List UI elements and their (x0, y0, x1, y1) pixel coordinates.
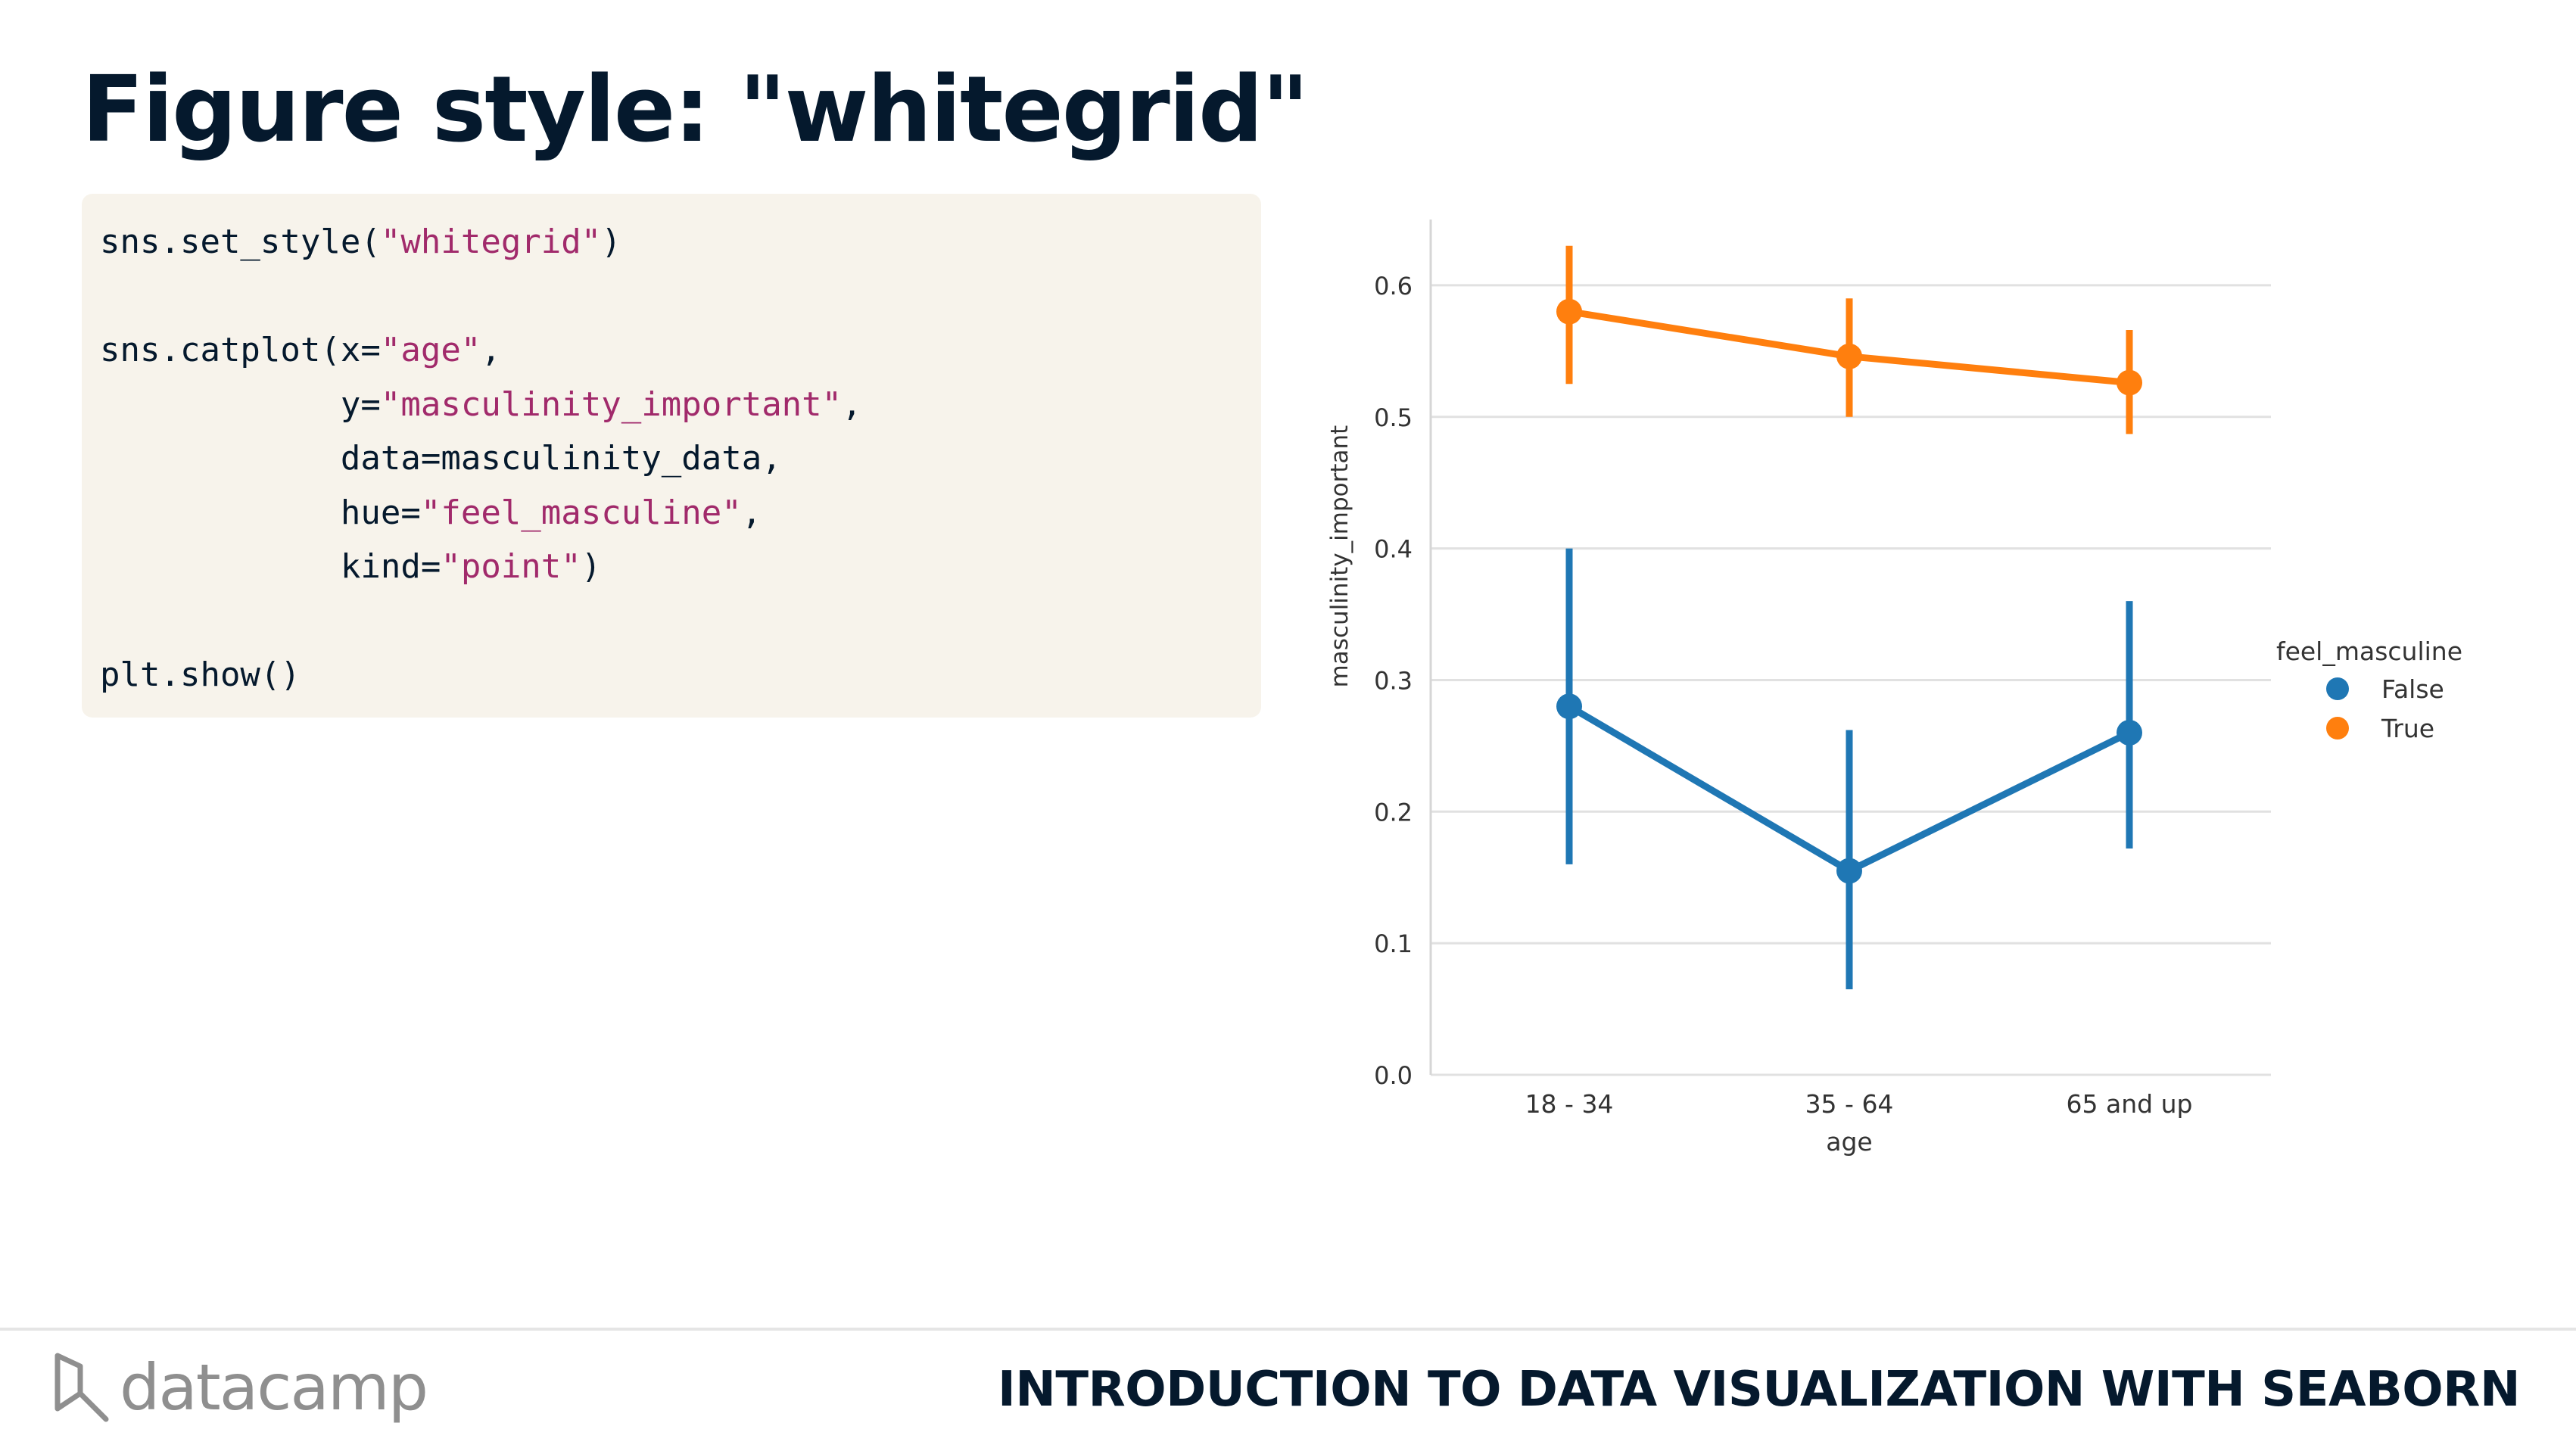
code-line (100, 269, 1243, 324)
code-string-token: "feel_masculine" (420, 493, 742, 532)
code-token: , (842, 385, 862, 424)
code-token: y= (100, 385, 381, 424)
code-token: ) (601, 223, 621, 261)
data-point (2117, 720, 2142, 746)
y-tick-label: 0.2 (1374, 798, 1413, 827)
chart-svg: 0.0 0.1 0.2 0.3 0.4 0.5 0.6 18 - 34 35 - 64 65 an… (1326, 220, 2462, 1157)
y-tick-label: 0.4 (1374, 535, 1413, 564)
y-tick-label: 0.6 (1374, 272, 1413, 300)
code-token: sns.set_style( (100, 223, 381, 261)
data-point (2117, 369, 2142, 396)
x-tick-label: 35 - 64 (1805, 1089, 1894, 1119)
legend-marker-false (2326, 677, 2349, 700)
x-tick-label: 65 and up (2067, 1089, 2193, 1119)
code-token: sns.catplot(x= (100, 331, 381, 369)
code-token: , (481, 331, 501, 369)
code-line: sns.catplot(x="age", (100, 323, 1243, 378)
data-point (1836, 343, 1862, 369)
code-token: kind= (100, 547, 441, 586)
datacamp-logo: datacamp (51, 1346, 428, 1429)
legend-title: feel_masculine (2276, 637, 2462, 666)
code-token: hue= (100, 493, 421, 532)
code-token: plt.show() (100, 655, 301, 694)
code-line: data=masculinity_data, (100, 431, 1243, 486)
legend-label: False (2381, 674, 2444, 704)
legend-label: True (2381, 714, 2434, 743)
course-title: INTRODUCTION TO DATA VISUALIZATION WITH … (997, 1362, 2521, 1418)
y-tick-label: 0.1 (1374, 929, 1413, 958)
code-string-token: "whitegrid" (380, 223, 602, 261)
y-tick-label: 0.5 (1374, 403, 1413, 432)
code-block: sns.set_style("whitegrid") sns.catplot(x=… (82, 194, 1261, 718)
footer-divider (0, 1328, 2576, 1331)
code-line (100, 594, 1243, 649)
code-line: y="masculinity_important", (100, 378, 1243, 432)
code-string-token: "point" (441, 547, 581, 586)
code-line: plt.show() (100, 648, 1243, 702)
code-string-token: "masculinity_important" (380, 385, 843, 424)
legend-marker-true (2326, 717, 2349, 740)
code-token: ) (581, 547, 602, 586)
x-tick-label: 18 - 34 (1525, 1089, 1614, 1119)
y-tick-label: 0.0 (1374, 1061, 1413, 1090)
logo-text: datacamp (120, 1350, 428, 1425)
slide-title: Figure style: "whitegrid" (82, 58, 1309, 163)
datacamp-logo-icon (55, 1353, 109, 1422)
code-token: , (741, 493, 762, 532)
data-point (1556, 298, 1582, 325)
y-tick-label: 0.3 (1374, 666, 1413, 695)
code-token: data=masculinity_data, (100, 439, 782, 478)
code-string-token: "age" (380, 331, 481, 369)
code-line: hue="feel_masculine", (100, 486, 1243, 540)
point-plot: 0.0 0.1 0.2 0.3 0.4 0.5 0.6 18 - 34 35 - 64 65 an… (1317, 204, 2498, 1173)
data-point (1836, 858, 1862, 884)
code-line: sns.set_style("whitegrid") (100, 215, 1243, 269)
y-axis-label: masculinity_important (1326, 425, 1353, 688)
code-line: kind="point") (100, 540, 1243, 594)
data-point (1556, 693, 1582, 720)
x-axis-label: age (1826, 1127, 1872, 1157)
